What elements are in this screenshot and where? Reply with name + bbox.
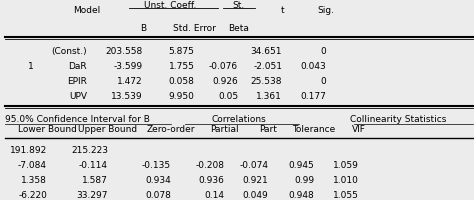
Text: Upper Bound: Upper Bound	[78, 125, 137, 134]
Text: 1.755: 1.755	[169, 62, 195, 71]
Text: 9.950: 9.950	[169, 92, 195, 101]
Text: EPIR: EPIR	[67, 77, 87, 86]
Text: (Const.): (Const.)	[51, 47, 87, 56]
Text: 1.587: 1.587	[82, 175, 108, 184]
Text: -6.220: -6.220	[18, 190, 47, 199]
Text: Lower Bound: Lower Bound	[18, 125, 76, 134]
Text: B: B	[140, 24, 146, 33]
Text: VIF: VIF	[352, 125, 365, 134]
Text: 0.05: 0.05	[218, 92, 238, 101]
Text: -0.076: -0.076	[209, 62, 238, 71]
Text: Collinearity Statistics: Collinearity Statistics	[350, 115, 447, 124]
Text: 25.538: 25.538	[251, 77, 282, 86]
Text: 13.539: 13.539	[111, 92, 143, 101]
Text: -2.051: -2.051	[253, 62, 282, 71]
Text: -3.599: -3.599	[114, 62, 143, 71]
Text: 34.651: 34.651	[251, 47, 282, 56]
Text: Sig.: Sig.	[317, 6, 334, 15]
Text: 1.055: 1.055	[333, 190, 358, 199]
Text: 0.043: 0.043	[300, 62, 326, 71]
Text: 0: 0	[320, 77, 326, 86]
Text: Model: Model	[73, 6, 100, 15]
Text: Tolerance: Tolerance	[292, 125, 336, 134]
Text: 1.059: 1.059	[333, 160, 358, 169]
Text: 33.297: 33.297	[76, 190, 108, 199]
Text: Beta: Beta	[228, 24, 248, 33]
Text: -0.074: -0.074	[239, 160, 268, 169]
Text: 0.948: 0.948	[288, 190, 314, 199]
Text: 0.936: 0.936	[198, 175, 224, 184]
Text: Unst. Coeff.: Unst. Coeff.	[144, 1, 196, 10]
Text: t: t	[281, 6, 284, 15]
Text: 0.049: 0.049	[242, 190, 268, 199]
Text: -0.208: -0.208	[195, 160, 224, 169]
Text: 191.892: 191.892	[10, 145, 47, 154]
Text: 1.361: 1.361	[256, 92, 282, 101]
Text: -0.135: -0.135	[142, 160, 171, 169]
Text: Correlations: Correlations	[212, 115, 266, 124]
Text: 0.14: 0.14	[204, 190, 224, 199]
Text: UPV: UPV	[69, 92, 87, 101]
Text: 1: 1	[28, 62, 34, 71]
Text: DaR: DaR	[68, 62, 87, 71]
Text: 1.010: 1.010	[333, 175, 358, 184]
Text: Std. Error: Std. Error	[173, 24, 216, 33]
Text: Part: Part	[259, 125, 277, 134]
Text: 0.921: 0.921	[242, 175, 268, 184]
Text: -0.114: -0.114	[79, 160, 108, 169]
Text: 0.058: 0.058	[169, 77, 195, 86]
Text: Zero-order: Zero-order	[147, 125, 195, 134]
Text: 1.358: 1.358	[21, 175, 47, 184]
Text: St.: St.	[232, 1, 244, 10]
Text: 95.0% Confidence Interval for B: 95.0% Confidence Interval for B	[5, 115, 150, 124]
Text: 1.472: 1.472	[118, 77, 143, 86]
Text: 5.875: 5.875	[169, 47, 195, 56]
Text: 215.223: 215.223	[71, 145, 108, 154]
Text: Partial: Partial	[210, 125, 238, 134]
Text: -7.084: -7.084	[18, 160, 47, 169]
Text: 0.945: 0.945	[288, 160, 314, 169]
Text: 0.177: 0.177	[300, 92, 326, 101]
Text: 0.078: 0.078	[146, 190, 171, 199]
Text: 0: 0	[320, 47, 326, 56]
Text: 0.934: 0.934	[146, 175, 171, 184]
Text: 0.99: 0.99	[294, 175, 314, 184]
Text: 0.926: 0.926	[212, 77, 238, 86]
Text: 203.558: 203.558	[106, 47, 143, 56]
